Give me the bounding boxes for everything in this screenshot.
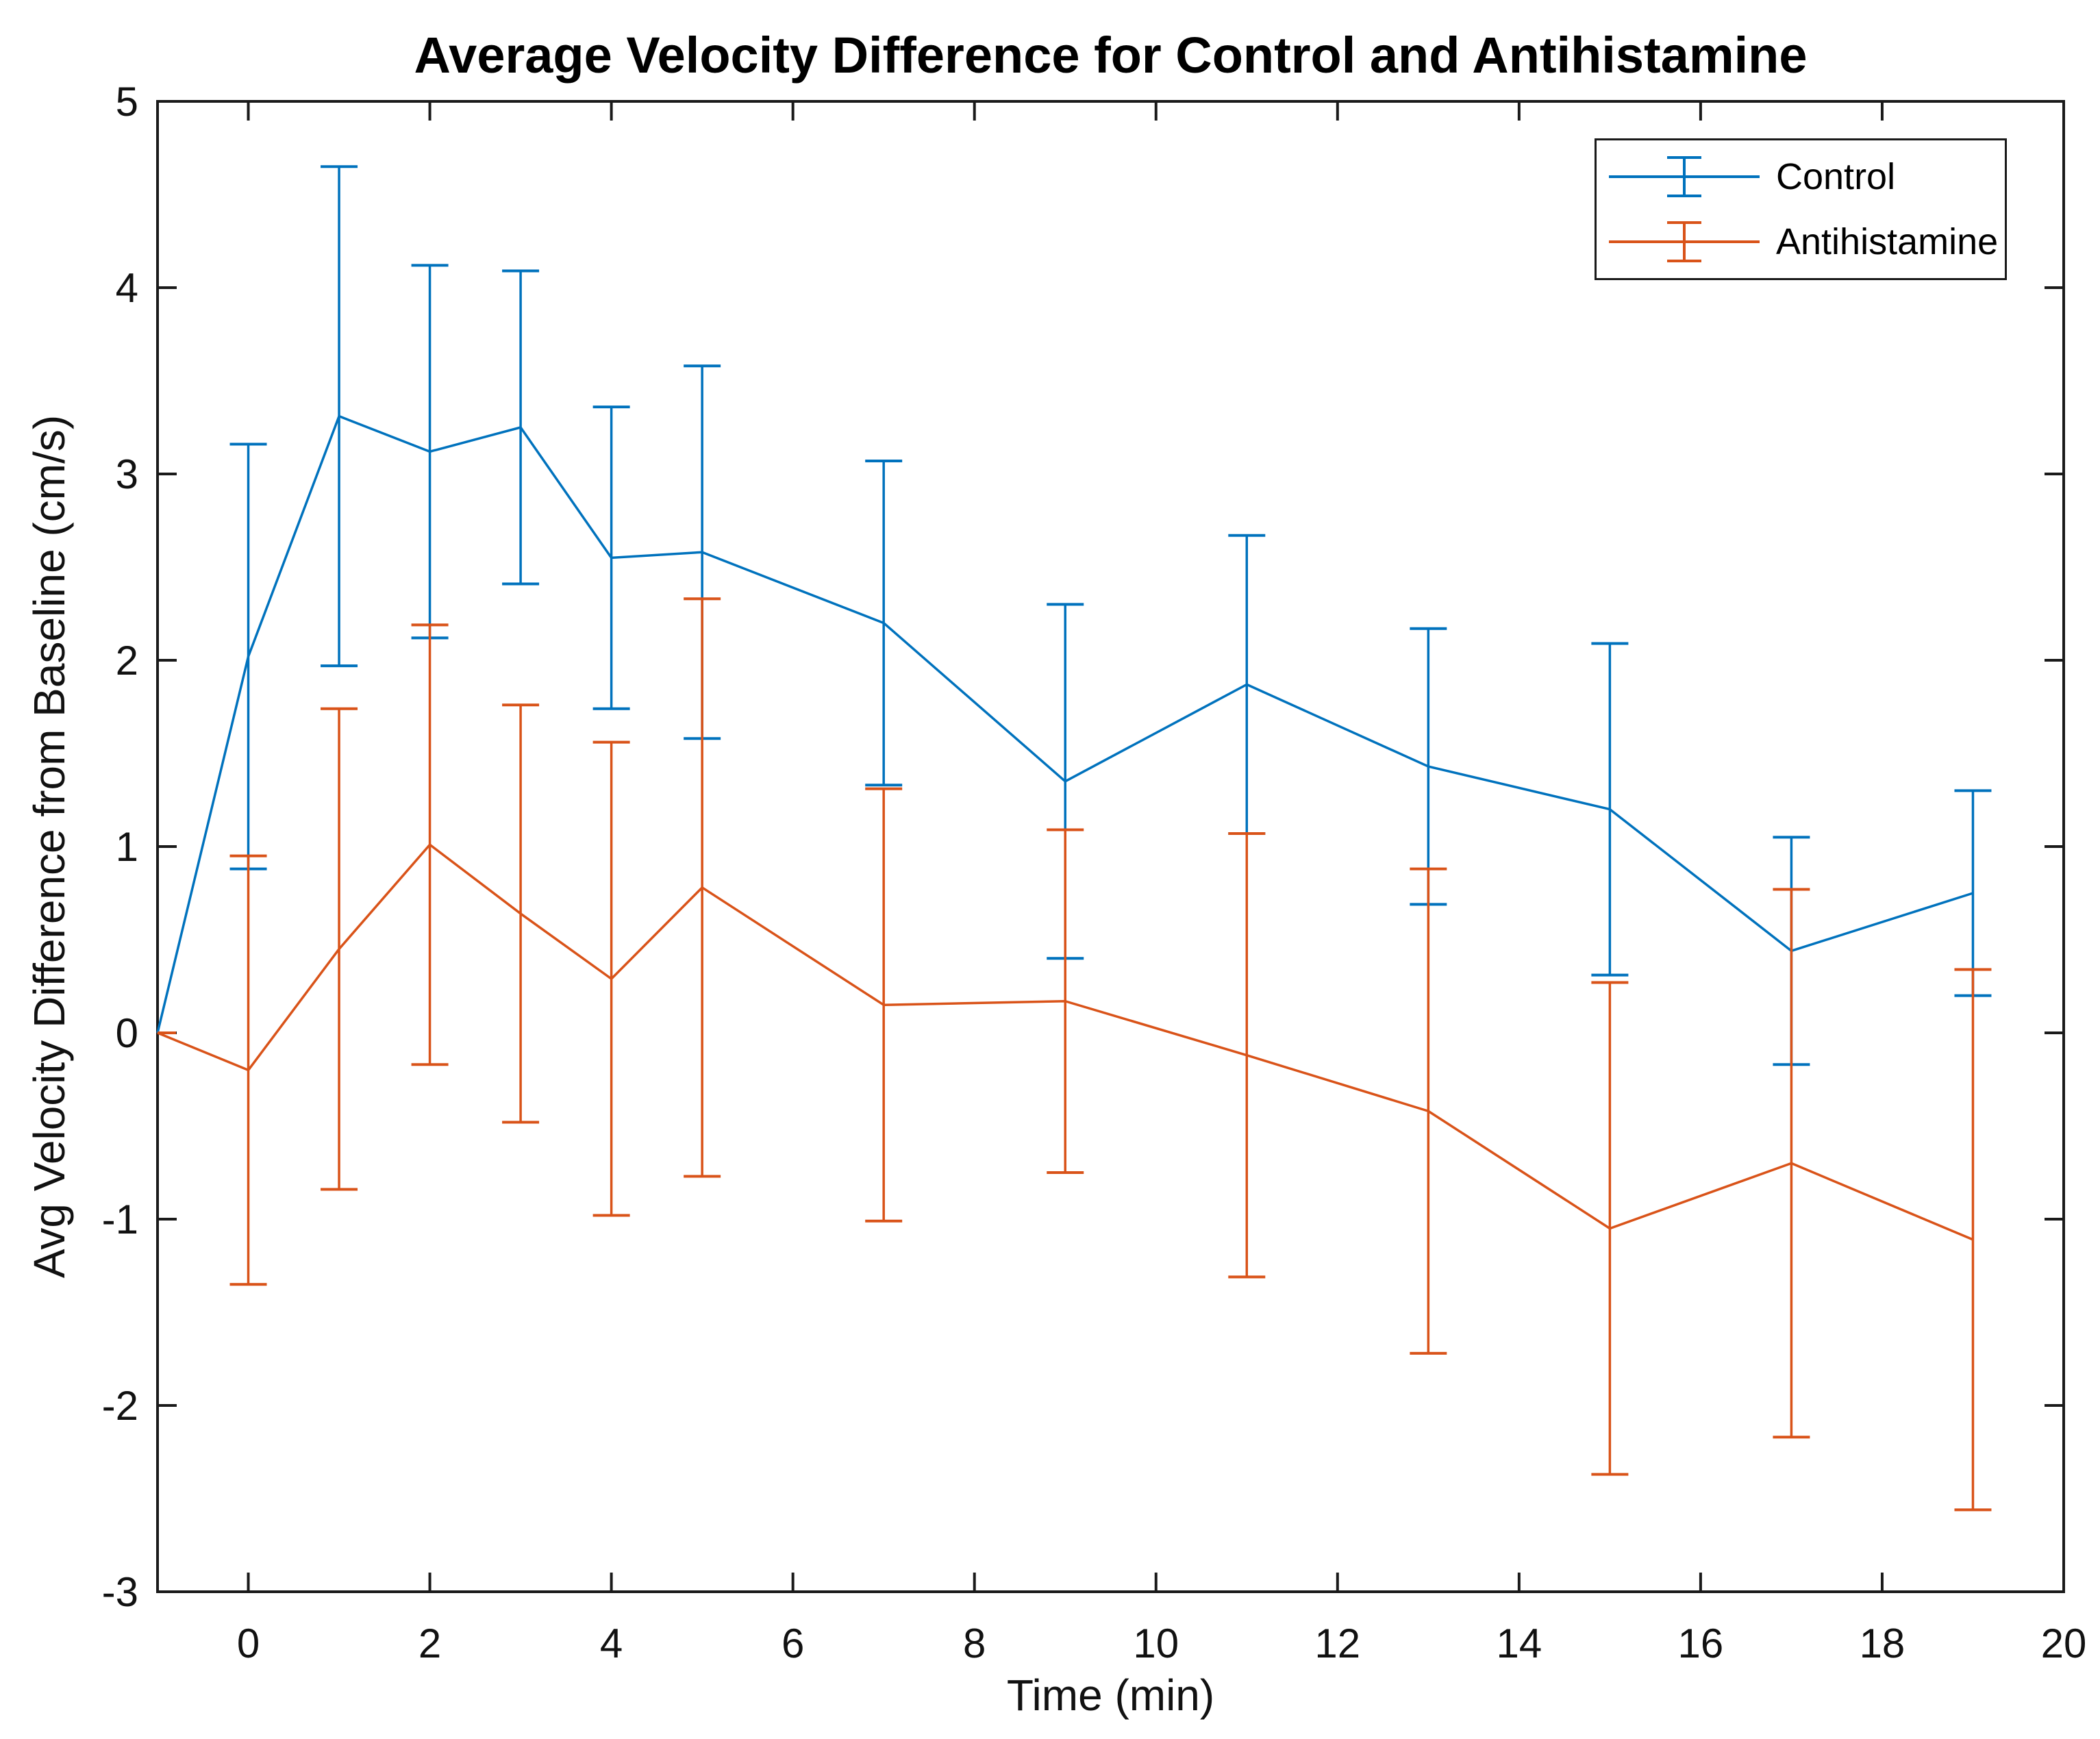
y-tick-label: -2 [102,1383,138,1429]
y-tick-label: 1 [116,824,138,870]
x-axis-ticks: 0 2 4 6 8 10 12 14 16 18 20 [237,101,2087,1666]
y-tick-label: -1 [102,1197,138,1242]
chart-title: Average Velocity Difference for Control … [414,27,1808,84]
series-line-control [156,414,1974,1034]
y-tick-label: 3 [116,451,138,497]
y-tick-label: -3 [102,1569,138,1615]
x-tick-label: 16 [1678,1621,1724,1666]
x-tick-label: 10 [1133,1621,1179,1666]
legend-label-control: Control [1776,156,1896,198]
x-tick-label: 12 [1314,1621,1360,1666]
series-line-antihistamine [157,843,1974,1241]
x-tick-label: 18 [1860,1621,1905,1666]
x-tick-label: 0 [237,1621,260,1666]
y-tick-label: 5 [116,79,138,125]
legend-item-antihistamine: Antihistamine [1597,211,2005,273]
axes-box [156,100,2065,1593]
y-axis-ticks: -3 -2 -1 0 1 2 3 4 5 [102,79,2064,1615]
y-tick-label: 0 [116,1010,138,1056]
x-tick-label: 2 [418,1621,441,1666]
x-tick-label: 6 [782,1621,804,1666]
errorbar-glyph-control [1609,156,1760,198]
y-tick-label: 4 [116,265,138,311]
x-tick-label: 20 [2041,1621,2087,1666]
legend-box: Control Antihistamine [1595,138,2007,280]
x-tick-label: 4 [600,1621,623,1666]
x-axis-label: Time (min) [1006,1671,1215,1720]
y-axis-label: Avg Velocity Difference from Baseline (c… [25,414,74,1279]
legend-label-antihistamine: Antihistamine [1776,221,1999,262]
x-tick-label: 8 [963,1621,986,1666]
x-tick-label: 14 [1496,1621,1542,1666]
legend-item-control: Control [1597,146,2005,208]
errorbar-glyph-antihistamine [1609,221,1760,262]
y-tick-label: 2 [116,638,138,684]
series-antihistamine [157,597,1992,1512]
series-control [156,165,1992,1066]
